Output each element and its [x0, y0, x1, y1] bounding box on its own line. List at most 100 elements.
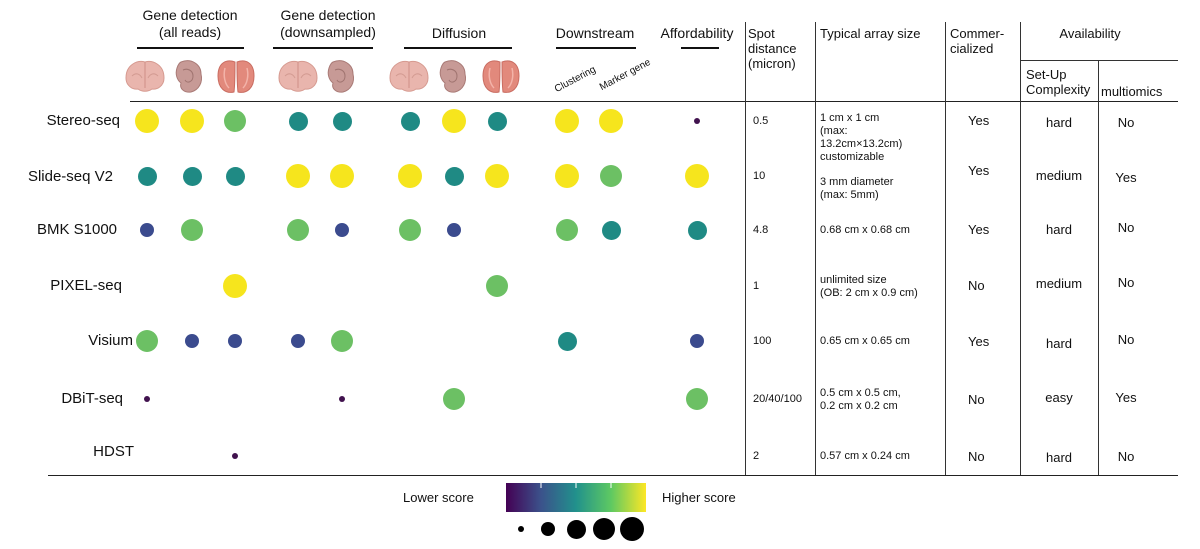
score-dot	[182, 166, 202, 186]
score-dot	[232, 453, 238, 459]
score-dot	[556, 219, 578, 241]
score-dot	[286, 164, 310, 188]
score-dot	[135, 109, 159, 133]
header-gene-all-underline	[137, 47, 244, 49]
header-gene-down-line2: (downsampled)	[280, 24, 376, 40]
col-divider-commercial	[945, 22, 946, 475]
array-size-line: (max:	[820, 125, 848, 137]
score-dot	[443, 388, 465, 410]
commercialized-cell: Yes	[968, 334, 990, 349]
mouse-embryo-icon	[431, 56, 477, 101]
commercialized-cell: No	[968, 449, 985, 464]
header-spot-line3: (micron)	[748, 56, 796, 71]
score-dot	[144, 396, 150, 402]
commercialized-cell: Yes	[968, 222, 990, 237]
col-divider-array	[815, 22, 816, 475]
header-gene-down-line1: Gene detection	[280, 7, 376, 23]
header-divider-line	[130, 101, 1178, 102]
score-dot	[180, 109, 204, 133]
score-dot	[228, 334, 242, 348]
score-dot	[136, 330, 158, 352]
array-size-line: 0.5 cm x 0.5 cm,	[820, 387, 901, 399]
header-gene-down-underline	[273, 47, 373, 49]
spot-distance-cell: 4.8	[753, 224, 769, 236]
score-dot	[400, 111, 420, 131]
legend-size-dot	[566, 519, 586, 539]
olfactory-bulb-icon	[478, 56, 524, 101]
score-dot	[687, 220, 707, 240]
header-gene-detection-down: Gene detection (downsampled)	[264, 7, 392, 41]
header-clustering: Clustering	[552, 64, 598, 95]
header-commercialized: Commer- cialized	[950, 26, 1020, 56]
multiomics-cell: No	[1117, 275, 1135, 290]
commercialized-cell: No	[968, 392, 985, 407]
multiomics-cell: No	[1117, 449, 1135, 464]
mouse-brain-icon	[386, 56, 432, 101]
score-dot	[442, 109, 466, 133]
col-divider-spot	[745, 22, 746, 475]
spot-distance-cell: 10	[753, 170, 766, 182]
commercialized-cell: Yes	[968, 163, 990, 178]
header-affordability-underline	[681, 47, 719, 49]
commercialized-cell: No	[968, 278, 985, 293]
mouse-embryo-icon	[167, 56, 213, 101]
mouse-embryo-icon	[319, 56, 365, 101]
row-label: BMK S1000	[36, 221, 117, 238]
score-dot	[331, 330, 353, 352]
array-size-line: 0.65 cm x 0.65 cm	[820, 335, 910, 347]
array-size-line: 1 cm x 1 cm	[820, 112, 880, 124]
score-dot	[225, 166, 245, 186]
row-label: Visium	[88, 332, 133, 349]
array-size-line: customizable	[820, 151, 885, 163]
header-commercial-line1: Commer-	[950, 26, 1005, 41]
setup-complexity-cell: easy	[1045, 390, 1073, 405]
header-downstream-underline	[556, 47, 636, 49]
multiomics-cell: Yes	[1115, 170, 1137, 185]
array-size-line: (OB: 2 cm x 0.9 cm)	[820, 287, 918, 299]
spot-distance-cell: 20/40/100	[753, 393, 802, 405]
col-divider-availability	[1020, 22, 1021, 475]
header-setup-complexity: Set-Up Complexity	[1026, 67, 1101, 97]
header-setup-line1: Set-Up	[1026, 67, 1067, 82]
legend-higher-score: Higher score	[662, 490, 736, 505]
header-setup-line2: Complexity	[1026, 82, 1091, 97]
header-gene-detection-all: Gene detection (all reads)	[125, 7, 255, 41]
score-dot	[600, 165, 622, 187]
score-dot	[332, 111, 352, 131]
header-commercial-line2: cialized	[950, 41, 994, 56]
score-dot	[398, 164, 422, 188]
score-dot	[223, 274, 247, 298]
score-dot	[444, 166, 464, 186]
multiomics-cell: No	[1117, 332, 1135, 347]
legend-lower-score: Lower score	[403, 490, 474, 505]
score-dot	[339, 396, 345, 402]
row-label: Slide-seq V2	[27, 168, 113, 185]
spot-distance-cell: 1	[753, 280, 760, 292]
array-size-line: 13.2cm×13.2cm)	[820, 138, 903, 150]
score-dot	[599, 109, 623, 133]
spot-distance-cell: 0.5	[753, 115, 769, 127]
score-dot	[690, 334, 704, 348]
col-divider-multiomics	[1098, 60, 1099, 475]
setup-complexity-cell: medium	[1035, 276, 1083, 291]
setup-complexity-cell: medium	[1035, 168, 1083, 183]
setup-complexity-cell: hard	[1045, 115, 1073, 130]
header-array-size: Typical array size	[820, 26, 921, 41]
header-affordability: Affordability	[660, 25, 734, 41]
multiomics-cell: No	[1117, 115, 1135, 130]
spot-distance-cell: 100	[753, 335, 772, 347]
availability-subheader-line	[1020, 60, 1178, 61]
legend-size-dot	[541, 522, 555, 536]
score-dot	[399, 219, 421, 241]
score-dot	[485, 164, 509, 188]
header-downstream: Downstream	[555, 25, 635, 41]
array-size-line: 3 mm diameter	[820, 176, 894, 188]
score-dot	[140, 223, 154, 237]
array-size-line: 0.2 cm x 0.2 cm	[820, 400, 898, 412]
array-size-line: 0.68 cm x 0.68 cm	[820, 224, 910, 236]
legend-size-dot	[593, 518, 615, 540]
header-marker-gene: Marker gene	[597, 56, 653, 93]
setup-complexity-cell: hard	[1045, 336, 1073, 351]
score-dot	[447, 223, 461, 237]
mouse-brain-icon	[122, 56, 168, 101]
